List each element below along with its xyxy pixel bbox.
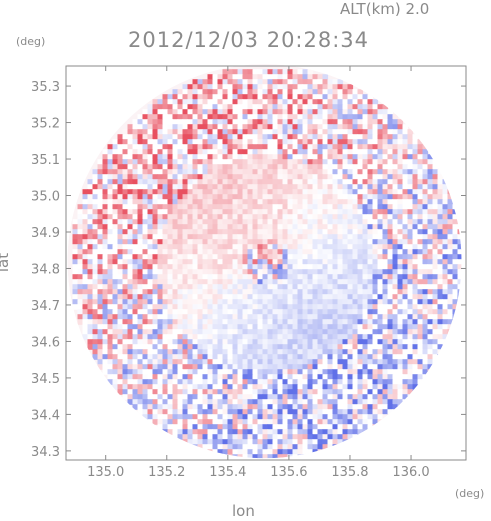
y-tick-label: 35.0 [31, 190, 60, 205]
y-tick-label: 34.8 [31, 262, 60, 277]
x-tick-label: 135.0 [87, 465, 124, 480]
altitude-label: ALT(km) 2.0 [340, 0, 430, 18]
x-tick-label: 135.8 [331, 465, 368, 480]
y-axis-unit: (deg) [16, 35, 46, 48]
y-tick-label: 34.5 [31, 372, 60, 387]
x-tick-label: 135.6 [270, 465, 307, 480]
radar-heatmap [67, 64, 462, 459]
x-axis-ticks: 135.0 135.2 135.4 135.6 135.8 136.0 [87, 66, 430, 480]
plot-frame [65, 65, 467, 461]
y-tick-label: 34.3 [31, 445, 60, 460]
y-tick-label: 35.1 [31, 153, 60, 168]
y-tick-label: 34.9 [31, 226, 60, 241]
y-tick-label: 35.3 [31, 80, 60, 95]
x-tick-label: 136.0 [392, 465, 429, 480]
x-tick-label: 135.2 [148, 465, 185, 480]
y-tick-label: 34.4 [31, 408, 60, 423]
datetime-title: 2012/12/03 20:28:34 [128, 28, 370, 52]
y-tick-label: 34.6 [31, 335, 60, 350]
y-tick-label: 34.7 [31, 299, 60, 314]
x-tick-label: 135.4 [209, 465, 246, 480]
y-tick-label: 35.2 [31, 117, 60, 132]
x-axis-unit: (deg) [455, 487, 485, 500]
x-axis-label: lon [232, 502, 255, 520]
y-axis-ticks: 34.3 34.4 34.5 34.6 34.7 34.8 34.9 35.0 35.1 35.2… [31, 80, 466, 460]
